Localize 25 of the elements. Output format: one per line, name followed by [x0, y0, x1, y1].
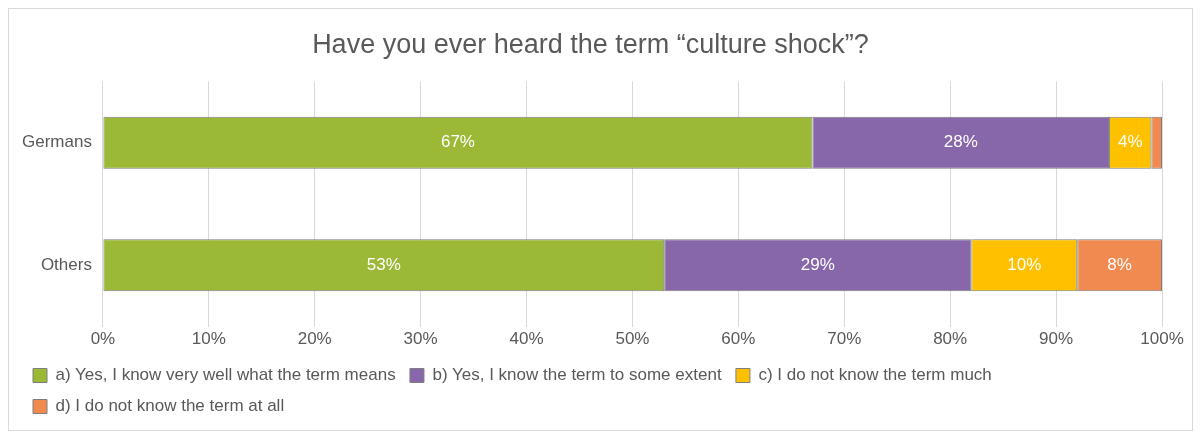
legend-label: a) Yes, I know very well what the term means — [55, 365, 396, 385]
legend-label: d) I do not know the term at all — [55, 396, 285, 416]
x-tick-label: 10% — [191, 329, 226, 349]
x-tick-label: 100% — [1140, 329, 1184, 349]
legend-label: b) Yes, I know the term to some extent — [432, 365, 722, 385]
legend-label: c) I do not know the term much — [758, 365, 992, 385]
x-tick-label: 70% — [827, 329, 862, 349]
y-tick-label: Others — [40, 254, 92, 274]
x-tick-label: 90% — [1039, 329, 1074, 349]
data-label: 28% — [943, 132, 978, 152]
x-tick-label: 80% — [933, 329, 968, 349]
x-tick-label: 20% — [297, 329, 332, 349]
x-tick-label: 30% — [403, 329, 438, 349]
chart-title: Have you ever heard the term “culture shock”? — [312, 28, 869, 59]
data-label: 53% — [366, 254, 401, 274]
y-tick-label: Germans — [21, 132, 92, 152]
data-label: 67% — [440, 132, 475, 152]
x-tick-label: 50% — [615, 329, 650, 349]
x-tick-label: 0% — [90, 329, 116, 349]
data-label: 8% — [1107, 254, 1132, 274]
data-label: 10% — [1007, 254, 1042, 274]
x-tick-label: 40% — [509, 329, 544, 349]
data-label: 4% — [1117, 132, 1143, 152]
x-tick-label: 60% — [721, 329, 756, 349]
data-label: 29% — [800, 254, 835, 274]
